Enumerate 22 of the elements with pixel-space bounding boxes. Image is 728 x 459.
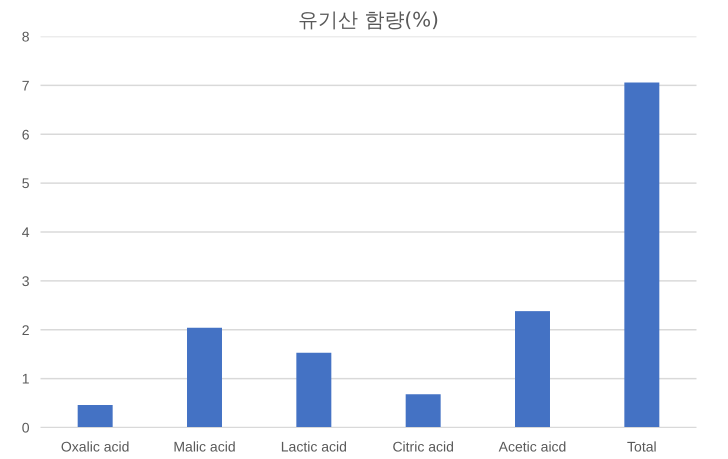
- bar: [515, 311, 550, 428]
- chart-title: 유기산 함량(%): [298, 8, 439, 32]
- y-tick-label: 5: [22, 175, 30, 192]
- bar: [406, 394, 441, 428]
- y-tick-label: 2: [22, 322, 30, 338]
- x-tick-label: Acetic aicd: [498, 438, 566, 454]
- y-tick-label: 6: [22, 126, 30, 142]
- x-tick-label: Citric acid: [392, 438, 454, 454]
- y-tick-label: 4: [22, 224, 30, 240]
- bar: [296, 352, 332, 428]
- x-tick-label: Lactic acid: [280, 438, 347, 454]
- y-tick-label: 3: [22, 272, 30, 289]
- bar: [78, 405, 113, 428]
- y-tick-label: 0: [22, 420, 30, 436]
- y-tick-label: 1: [22, 370, 30, 387]
- x-tick-label: Oxalic acid: [60, 438, 130, 454]
- x-tick-label: Malic acid: [173, 438, 236, 454]
- y-tick-label: 8: [22, 28, 30, 44]
- x-tick-label: Total: [627, 438, 657, 454]
- y-tick-label: 7: [22, 77, 30, 94]
- bar: [624, 82, 660, 428]
- bar: [187, 328, 222, 428]
